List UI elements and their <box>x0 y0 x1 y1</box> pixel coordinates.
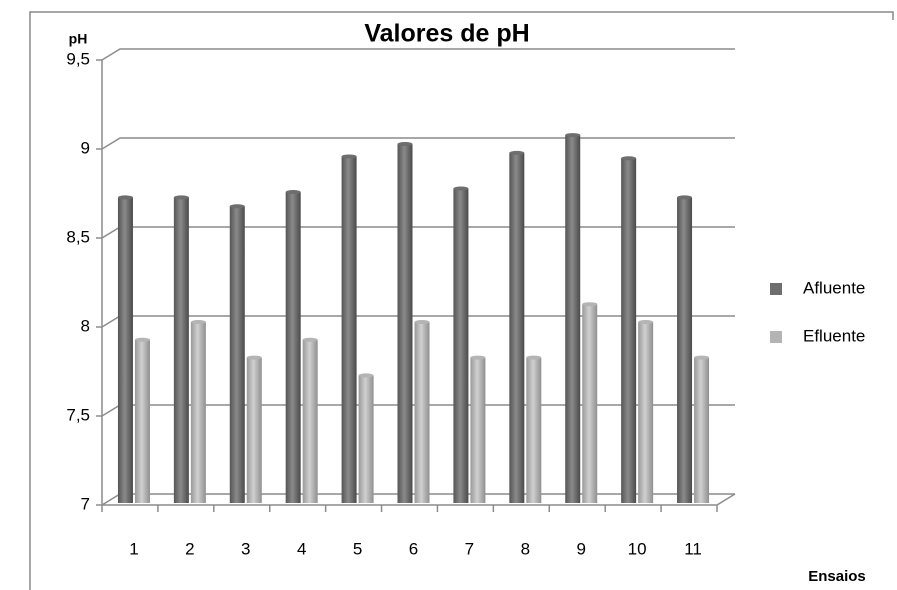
bar <box>302 339 318 503</box>
x-tick-label: 2 <box>185 539 194 558</box>
bar <box>509 152 525 503</box>
bar-top <box>358 373 374 378</box>
bar-top <box>341 154 357 159</box>
x-tick-label: 10 <box>628 539 647 558</box>
grid-line <box>101 48 735 61</box>
x-tick-label: 8 <box>521 539 530 558</box>
bar <box>134 339 150 503</box>
bar-top <box>117 195 133 200</box>
bar-top <box>470 355 486 360</box>
x-tick-label: 9 <box>576 539 585 558</box>
legend-swatch <box>770 283 782 295</box>
bar <box>677 197 693 503</box>
bar <box>285 192 301 503</box>
bar <box>341 156 357 503</box>
x-tick-label: 1 <box>129 539 138 558</box>
y-tick-label: 8,5 <box>66 227 90 246</box>
bar-top <box>190 320 206 324</box>
y-tick-label: 9,5 <box>66 49 90 68</box>
y-tick-label: 7 <box>81 494 90 513</box>
x-tick-label: 7 <box>465 539 474 558</box>
y-tick-label: 8 <box>81 316 90 335</box>
bar <box>414 322 430 503</box>
x-tick-label: 11 <box>684 539 702 558</box>
y-tick-label: 7,5 <box>66 405 90 424</box>
bar-top <box>134 337 150 342</box>
bar-top <box>638 320 654 324</box>
bar <box>565 135 581 503</box>
bar <box>358 375 374 503</box>
bar <box>582 304 598 503</box>
bar-top <box>285 190 301 195</box>
bar-top <box>565 133 581 138</box>
bar-top <box>414 320 430 324</box>
bar <box>173 197 189 503</box>
legend-swatch <box>770 331 782 343</box>
bar-top <box>302 337 318 342</box>
bar <box>526 357 542 503</box>
grid-line <box>101 137 735 150</box>
bar-top <box>509 150 525 155</box>
bar-top <box>229 204 245 209</box>
frame <box>29 11 894 590</box>
bar <box>470 357 486 503</box>
chart-title: Valores de pH <box>364 20 529 48</box>
x-tick-label: 3 <box>241 539 250 558</box>
legend-label: Efluente <box>803 326 865 345</box>
bar <box>190 322 206 503</box>
bar-top <box>677 195 693 200</box>
bar-top <box>526 355 542 360</box>
bar-top <box>694 355 710 360</box>
bar-top <box>397 142 413 146</box>
bar-top <box>246 355 262 360</box>
bar-top <box>621 156 637 161</box>
x-tick-label: 5 <box>353 539 362 558</box>
bar <box>621 158 637 504</box>
y-axis-label: pH <box>69 31 88 47</box>
bar-top <box>582 302 598 307</box>
x-tick-label: 4 <box>297 539 306 558</box>
bar <box>397 144 413 503</box>
bar <box>453 188 469 503</box>
bar-top <box>453 186 469 191</box>
y-tick-label: 9 <box>81 138 90 157</box>
grid-line <box>101 226 735 239</box>
bar <box>246 357 262 503</box>
x-tick-label: 6 <box>409 539 418 558</box>
legend-label: Afluente <box>803 278 865 297</box>
bar <box>638 322 654 503</box>
bar <box>229 206 245 504</box>
bar <box>694 357 710 503</box>
x-axis-label: Ensaios <box>808 568 866 585</box>
bar-top <box>173 195 189 200</box>
bar <box>117 197 133 503</box>
